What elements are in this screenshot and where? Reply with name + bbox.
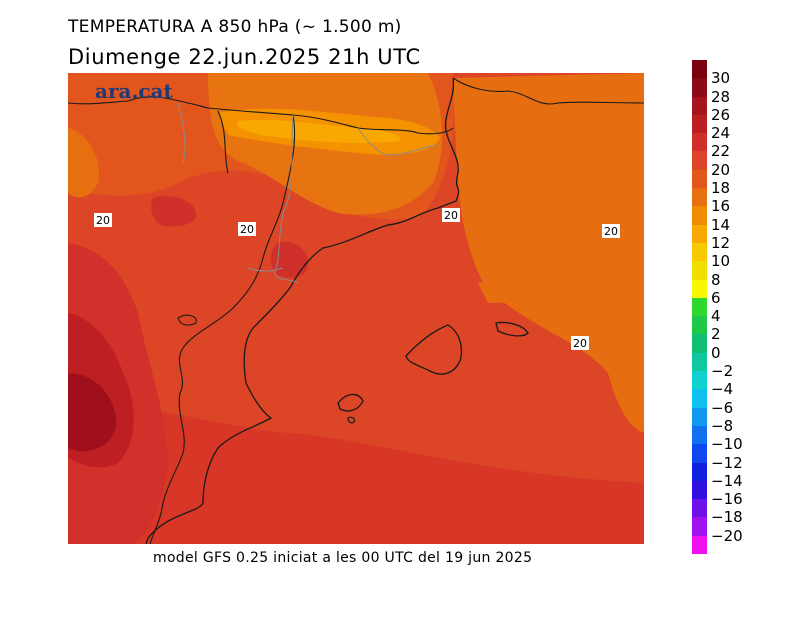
small-islet <box>177 314 197 326</box>
colorbar-label: 2 <box>711 325 721 344</box>
colorbar-segment <box>692 60 707 79</box>
temperature-field-hottest <box>68 373 117 452</box>
colorbar-segment <box>692 462 707 482</box>
colorbar-label: 0 <box>711 343 721 362</box>
colorbar-segment <box>692 242 707 262</box>
formentera-island <box>347 416 356 424</box>
colorbar-label: 12 <box>711 233 731 252</box>
colorbar-segment <box>692 151 707 171</box>
colorbar-label: 16 <box>711 197 731 216</box>
menorca-island <box>495 321 529 337</box>
colorbar-segment <box>692 480 707 500</box>
colorbar-segment <box>692 407 707 427</box>
contour-label-5: 20 <box>573 337 587 350</box>
temperature-field-pyrenees-peak <box>237 119 401 144</box>
contour-label-3: 20 <box>444 209 458 222</box>
colorbar-segment <box>692 444 707 463</box>
france-spain-border <box>207 107 454 135</box>
contour-label-4: 20 <box>604 225 618 238</box>
colorbar-label: 10 <box>711 252 731 271</box>
colorbar-segment <box>692 316 707 335</box>
contour-label-1: 20 <box>96 214 110 227</box>
colorbar-segment <box>692 334 707 354</box>
contour-label-2: 20 <box>240 223 254 236</box>
colorbar-label: −12 <box>711 453 743 472</box>
temperature-field-southeast <box>478 233 644 433</box>
mallorca-island <box>405 324 463 375</box>
coastline <box>145 77 460 544</box>
colorbar-label: 30 <box>711 69 731 88</box>
colorbar-segment <box>692 96 707 116</box>
colorbar-segment <box>692 206 707 226</box>
colorbar-segment <box>692 517 707 537</box>
colorbar-label: 14 <box>711 215 731 234</box>
model-info: model GFS 0.25 iniciat a les 00 UTC del … <box>153 550 533 566</box>
colorbar-label: −6 <box>711 398 734 417</box>
colorbar-segment <box>692 371 707 390</box>
colorbar-label: −14 <box>711 471 743 490</box>
colorbar-label: 8 <box>711 270 721 289</box>
regional-border-2 <box>357 127 439 156</box>
colorbar-label: −10 <box>711 435 743 454</box>
regional-border <box>274 114 299 284</box>
colorbar-segment <box>692 261 707 281</box>
colorbar-segment <box>692 133 707 152</box>
temperature-map: ara.cat 20 20 20 20 20 <box>68 73 644 544</box>
colorbar-label: 18 <box>711 179 731 198</box>
colorbar-segment <box>692 114 707 134</box>
map-title: TEMPERATURA A 850 hPa (~ 1.500 m) <box>68 17 402 37</box>
inland-border-north <box>217 110 229 174</box>
colorbar-label: −4 <box>711 380 734 399</box>
colorbar-segment <box>692 224 707 244</box>
colorbar-segment <box>692 279 707 299</box>
colorbar-segment <box>692 188 707 207</box>
colorbar-segment <box>692 535 707 555</box>
northern-coast <box>68 96 209 109</box>
colorbar <box>692 60 712 555</box>
regional-border-3 <box>177 102 186 164</box>
temperature-field-east <box>453 73 644 433</box>
map-subtitle: Diumenge 22.jun.2025 21h UTC <box>68 45 421 69</box>
temperature-field-west-orange <box>68 128 99 198</box>
colorbar-label: 4 <box>711 307 721 326</box>
contour-label-box-4 <box>602 224 620 238</box>
contour-label-box-5 <box>571 336 589 350</box>
colorbar-label: 20 <box>711 160 731 179</box>
colorbar-label: 28 <box>711 87 731 106</box>
colorbar-segment <box>692 389 707 409</box>
colorbar-label: −8 <box>711 416 734 435</box>
colorbar-label: −20 <box>711 526 743 545</box>
contour-label-box-2 <box>238 222 256 236</box>
contour-label-box-3 <box>442 208 460 222</box>
logo-text: ara.cat <box>95 79 174 103</box>
colorbar-label: −16 <box>711 490 743 509</box>
colorbar-segment <box>692 169 707 189</box>
colorbar-segment <box>692 78 707 98</box>
ibiza-island <box>337 393 364 412</box>
regional-border-4 <box>247 267 284 272</box>
colorbar-label: 26 <box>711 105 731 124</box>
colorbar-label: −18 <box>711 508 743 527</box>
temperature-field-hot-spot <box>151 196 197 227</box>
colorbar-segment <box>692 425 707 445</box>
colorbar-label: 22 <box>711 142 731 161</box>
temperature-field-south <box>68 403 644 544</box>
colorbar-segment <box>692 499 707 518</box>
contour-label-box-1 <box>94 213 112 227</box>
inland-border-east <box>452 77 644 105</box>
colorbar-label: 24 <box>711 124 731 143</box>
colorbar-label: 6 <box>711 288 721 307</box>
colorbar-segment <box>692 352 707 372</box>
colorbar-label: −2 <box>711 362 734 381</box>
inland-border <box>149 114 296 544</box>
colorbar-segment <box>692 297 707 317</box>
